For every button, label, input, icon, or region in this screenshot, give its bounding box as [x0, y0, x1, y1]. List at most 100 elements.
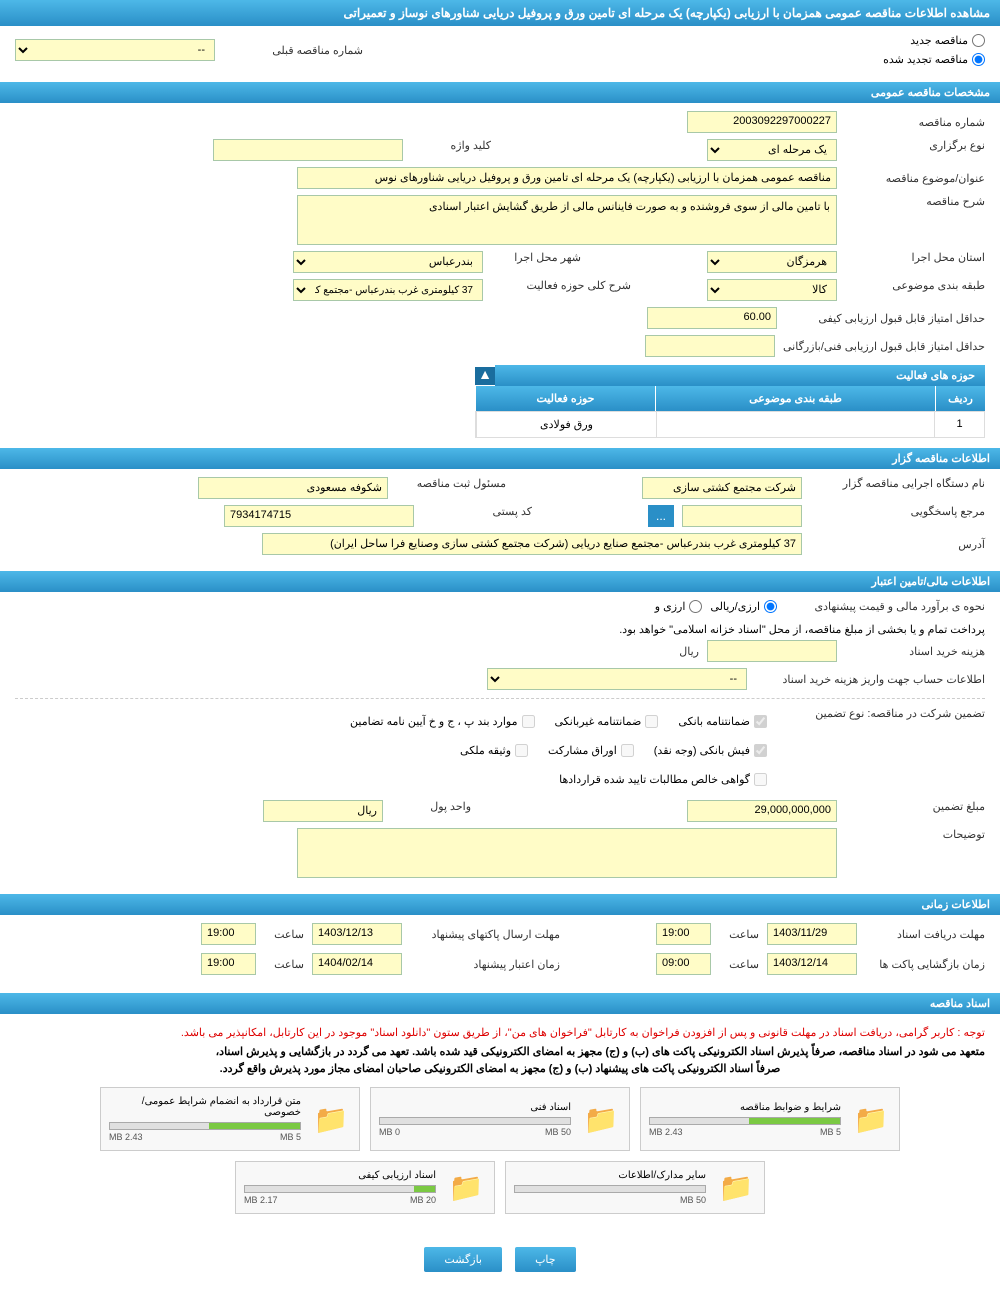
- doc-cost-field: [707, 640, 837, 662]
- radio-rial-label: ارزی/ریالی: [710, 600, 760, 613]
- chk-clause: [522, 715, 535, 728]
- table-header-row: ردیف طبقه بندی موضوعی حوزه فعالیت: [475, 386, 985, 411]
- contact-field: [682, 505, 802, 527]
- file-size: 50 MB: [514, 1195, 706, 1205]
- folder-icon: 📁: [716, 1170, 756, 1205]
- folder-icon: 📁: [851, 1102, 891, 1137]
- description-label: شرح مناقصه: [845, 195, 985, 208]
- address-label: آدرس: [810, 538, 985, 551]
- min-quality-label: حداقل امتیاز قابل قبول ارزیابی کیفی: [785, 312, 985, 325]
- keyword-label: کلید واژه: [411, 139, 491, 161]
- doc-receive-time: 19:00: [656, 923, 711, 945]
- file-box[interactable]: 📁 سایر مدارک/اطلاعات 50 MB: [505, 1161, 765, 1214]
- contact-lookup-button[interactable]: ...: [648, 505, 674, 527]
- category-select[interactable]: کالا: [707, 279, 837, 301]
- doc-receive-date: 1403/11/29: [767, 923, 857, 945]
- city-label: شهر محل اجرا: [491, 251, 581, 273]
- city-select[interactable]: بندرعباس: [293, 251, 483, 273]
- currency-unit-label: ریال: [669, 645, 699, 658]
- progress-bar: [379, 1117, 571, 1125]
- file-size: 5 MB2.43 MB: [649, 1127, 841, 1137]
- collapse-icon[interactable]: ▲: [475, 367, 495, 385]
- documents-content: توجه : کاربر گرامی، دریافت اسناد در مهلت…: [0, 1014, 1000, 1232]
- section-tenderer: اطلاعات مناقصه گزار: [0, 448, 1000, 469]
- doc-receive-label: مهلت دریافت اسناد: [865, 928, 985, 941]
- file-name: شرایط و ضوابط مناقصه: [649, 1102, 841, 1113]
- section-documents: اسناد مناقصه: [0, 993, 1000, 1014]
- activity-area-label: شرح کلی حوزه فعالیت: [491, 279, 631, 301]
- file-box[interactable]: 📁 متن قرارداد به انضمام شرایط عمومی/خصوص…: [100, 1087, 360, 1151]
- section-timing: اطلاعات زمانی: [0, 894, 1000, 915]
- category-label: طبقه بندی موضوعی: [845, 279, 985, 301]
- general-spec-content: شماره مناقصه 2003092297000227 نوع برگزار…: [0, 103, 1000, 446]
- province-select[interactable]: هرمزگان: [707, 251, 837, 273]
- note-2: متعهد می شود در اسناد مناقصه، صرفاً پذیر…: [15, 1043, 985, 1060]
- radio-rial[interactable]: [764, 600, 777, 613]
- validity-date: 1404/02/14: [312, 953, 402, 975]
- tender-number-label: شماره مناقصه: [845, 116, 985, 129]
- account-select[interactable]: --: [487, 668, 747, 690]
- activity-area-select[interactable]: 37 کیلومتری غرب بندرعباس -مجتمع کشتی: [293, 279, 483, 301]
- holding-type-select[interactable]: یک مرحله ای: [707, 139, 837, 161]
- radio-new-tender[interactable]: [972, 34, 985, 47]
- file-name: متن قرارداد به انضمام شرایط عمومی/خصوصی: [109, 1096, 301, 1118]
- activity-table: حوزه های فعالیت ▲ ردیف طبقه بندی موضوعی …: [475, 365, 985, 438]
- file-box[interactable]: 📁 اسناد فنی 50 MB0 MB: [370, 1087, 630, 1151]
- progress-bar: [109, 1122, 301, 1130]
- proposal-send-date: 1403/12/13: [312, 923, 402, 945]
- radio-foreign-label: ارزی و: [655, 600, 686, 613]
- postal-label: کد پستی: [422, 505, 532, 527]
- file-size: 20 MB2.17 MB: [244, 1195, 436, 1205]
- validity-label: زمان اعتبار پیشنهاد: [410, 958, 560, 971]
- prev-number-label: شماره مناقصه قبلی: [223, 44, 363, 57]
- file-name: سایر مدارک/اطلاعات: [514, 1170, 706, 1181]
- min-tech-field: [645, 335, 775, 357]
- estimate-label: نحوه ی برآورد مالی و قیمت پیشنهادی: [785, 600, 985, 613]
- button-bar: چاپ بازگشت: [0, 1232, 1000, 1287]
- subject-label: عنوان/موضوع مناقصه: [845, 172, 985, 185]
- section-financial: اطلاعات مالی/تامین اعتبار: [0, 571, 1000, 592]
- page-header: مشاهده اطلاعات مناقصه عمومی همزمان با ار…: [0, 0, 1000, 26]
- back-button[interactable]: بازگشت: [424, 1247, 502, 1272]
- progress-bar: [649, 1117, 841, 1125]
- file-name: اسناد فنی: [379, 1102, 571, 1113]
- account-label: اطلاعات حساب جهت واریز هزینه خرید اسناد: [755, 673, 985, 686]
- payment-note: پرداخت تمام و یا بخشی از مبلغ مناقصه، از…: [15, 619, 985, 640]
- min-quality-field: 60.00: [647, 307, 777, 329]
- registrar-field: شکوفه مسعودی: [198, 477, 388, 499]
- folder-icon: 📁: [311, 1102, 351, 1137]
- radio-renewed-tender[interactable]: [972, 53, 985, 66]
- progress-bar: [244, 1185, 436, 1193]
- radio-foreign[interactable]: [689, 600, 702, 613]
- contact-label: مرجع پاسخگویی: [810, 505, 985, 527]
- tenderer-content: نام دستگاه اجرایی مناقصه گزار شرکت مجتمع…: [0, 469, 1000, 569]
- guarantee-notes-field: [297, 828, 837, 878]
- radio-new-label: مناقصه جدید: [910, 34, 968, 47]
- note-red: توجه : کاربر گرامی، دریافت اسناد در مهلت…: [15, 1022, 985, 1043]
- print-button[interactable]: چاپ: [515, 1247, 576, 1272]
- file-grid: 📁 شرایط و ضوابط مناقصه 5 MB2.43 MB 📁 اسن…: [15, 1077, 985, 1224]
- file-box[interactable]: 📁 شرایط و ضوابط مناقصه 5 MB2.43 MB: [640, 1087, 900, 1151]
- file-box[interactable]: 📁 اسناد ارزیابی کیفی 20 MB2.17 MB: [235, 1161, 495, 1214]
- envelope-open-date: 1403/12/14: [767, 953, 857, 975]
- tender-number-field: 2003092297000227: [687, 111, 837, 133]
- prev-number-select[interactable]: --: [15, 39, 215, 61]
- guarantee-unit-label: واحد پول: [391, 800, 471, 822]
- chk-bank-receipt: [754, 744, 767, 757]
- proposal-send-label: مهلت ارسال پاکتهای پیشنهاد: [410, 928, 560, 941]
- org-label: نام دستگاه اجرایی مناقصه گزار: [810, 477, 985, 499]
- table-row: 1 ورق فولادی: [475, 411, 985, 438]
- province-label: استان محل اجرا: [845, 251, 985, 273]
- file-size: 50 MB0 MB: [379, 1127, 571, 1137]
- keyword-field: [213, 139, 403, 161]
- cell-area: ورق فولادی: [476, 412, 656, 437]
- activity-table-title: حوزه های فعالیت: [495, 365, 985, 386]
- chk-non-bank: [645, 715, 658, 728]
- col-category: طبقه بندی موضوعی: [655, 386, 935, 411]
- chk-property: [515, 744, 528, 757]
- guarantee-notes-label: توضیحات: [845, 828, 985, 841]
- guarantee-unit-field: ریال: [263, 800, 383, 822]
- cell-category: [656, 412, 934, 437]
- tender-type-section: مناقصه جدید مناقصه تجدید شده شماره مناقص…: [0, 26, 1000, 80]
- envelope-open-label: زمان بازگشایی پاکت ها: [865, 958, 985, 971]
